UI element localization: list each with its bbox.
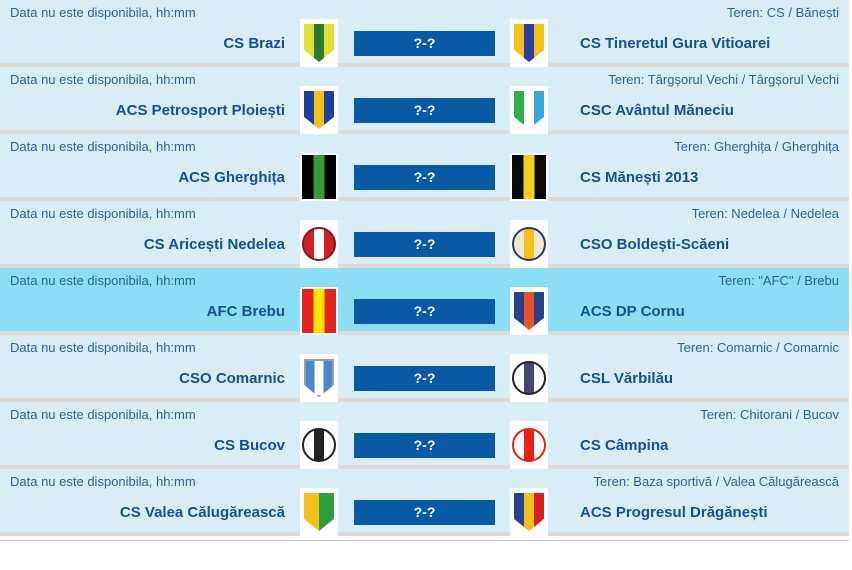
- home-team-name[interactable]: CS Bucov: [214, 436, 285, 454]
- match-line: CS Brazi ?-? CS Tineretul Gura Vitioarei: [0, 19, 849, 67]
- score-button[interactable]: ?-?: [354, 164, 495, 190]
- match-date-label: Data nu este disponibila, hh:mm: [10, 407, 196, 422]
- home-team-crest-icon[interactable]: [300, 153, 338, 201]
- score-button[interactable]: ?-?: [354, 298, 495, 324]
- score-button[interactable]: ?-?: [354, 231, 495, 257]
- match-meta: Data nu este disponibila, hh:mm Teren: C…: [0, 335, 849, 355]
- match-date-label: Data nu este disponibila, hh:mm: [10, 474, 196, 489]
- match-venue-label: Teren: Târgșorul Vechi / Târgșorul Vechi: [608, 72, 839, 87]
- match-venue-label: Teren: Comarnic / Comarnic: [677, 340, 839, 355]
- match-date-label: Data nu este disponibila, hh:mm: [10, 5, 196, 20]
- home-team-name[interactable]: CSO Comarnic: [179, 369, 285, 387]
- home-team-name[interactable]: CS Valea Călugărească: [119, 503, 285, 521]
- match-date-label: Data nu este disponibila, hh:mm: [10, 340, 196, 355]
- home-team-name[interactable]: ACS Petrosport Ploiești: [115, 101, 285, 119]
- away-team-crest-icon[interactable]: [510, 287, 548, 335]
- match-meta: Data nu este disponibila, hh:mm Teren: N…: [0, 201, 849, 221]
- away-team-crest-icon[interactable]: [510, 354, 548, 402]
- score-button[interactable]: ?-?: [354, 432, 495, 458]
- home-team-name[interactable]: CS Aricești Nedelea: [143, 235, 285, 253]
- match-row-highlighted: Data nu este disponibila, hh:mm Teren: "…: [0, 268, 849, 335]
- match-venue-label: Teren: CS / Bănești: [727, 5, 839, 20]
- match-venue-label: Teren: Gherghița / Gherghița: [674, 139, 839, 154]
- away-team-name[interactable]: CSO Boldești-Scăeni: [580, 235, 730, 253]
- score-button[interactable]: ?-?: [354, 499, 495, 525]
- match-line: CS Aricești Nedelea ?-? CSO Boldești-Scă…: [0, 220, 849, 268]
- match-row: Data nu este disponibila, hh:mm Teren: B…: [0, 469, 849, 536]
- away-team-name[interactable]: ACS Progresul Drăgănești: [580, 503, 768, 521]
- home-team-crest-icon[interactable]: [300, 354, 338, 402]
- match-venue-label: Teren: Nedelea / Nedelea: [691, 206, 839, 221]
- away-team-crest-icon[interactable]: [510, 153, 548, 201]
- home-team-name[interactable]: ACS Gherghița: [178, 168, 285, 186]
- match-row: Data nu este disponibila, hh:mm Teren: C…: [0, 0, 849, 67]
- match-date-label: Data nu este disponibila, hh:mm: [10, 273, 196, 288]
- score-button[interactable]: ?-?: [354, 97, 495, 123]
- away-team-name[interactable]: CS Mănești 2013: [580, 168, 699, 186]
- match-date-label: Data nu este disponibila, hh:mm: [10, 72, 196, 87]
- home-team-crest-icon[interactable]: [300, 488, 338, 536]
- match-meta: Data nu este disponibila, hh:mm Teren: C…: [0, 402, 849, 422]
- away-team-crest-icon[interactable]: [510, 19, 548, 67]
- away-team-name[interactable]: CS Tineretul Gura Vitioarei: [580, 34, 771, 52]
- away-team-crest-icon[interactable]: [510, 488, 548, 536]
- home-team-crest-icon[interactable]: [300, 86, 338, 134]
- away-team-name[interactable]: CSL Vărbilău: [580, 369, 674, 387]
- match-line: ACS Petrosport Ploiești ?-? CSC Avântul …: [0, 86, 849, 134]
- match-row: Data nu este disponibila, hh:mm Teren: T…: [0, 67, 849, 134]
- match-meta: Data nu este disponibila, hh:mm Teren: T…: [0, 67, 849, 87]
- match-line: AFC Brebu ?-? ACS DP Cornu: [0, 287, 849, 335]
- match-row: Data nu este disponibila, hh:mm Teren: C…: [0, 402, 849, 469]
- home-team-name[interactable]: AFC Brebu: [206, 302, 285, 320]
- home-team-crest-icon[interactable]: [300, 421, 338, 469]
- away-team-name[interactable]: ACS DP Cornu: [580, 302, 685, 320]
- match-line: CSO Comarnic ?-? CSL Vărbilău: [0, 354, 849, 402]
- home-team-crest-icon[interactable]: [300, 220, 338, 268]
- match-line: CS Valea Călugărească ?-? ACS Progresul …: [0, 488, 849, 536]
- score-button[interactable]: ?-?: [354, 30, 495, 56]
- home-team-crest-icon[interactable]: [300, 19, 338, 67]
- home-team-name[interactable]: CS Brazi: [223, 34, 285, 52]
- match-line: ACS Gherghița ?-? CS Mănești 2013: [0, 153, 849, 201]
- away-team-crest-icon[interactable]: [510, 220, 548, 268]
- match-venue-label: Teren: Chitorani / Bucov: [700, 407, 839, 422]
- match-venue-label: Teren: Baza sportivă / Valea Călugăreasc…: [593, 474, 839, 489]
- home-team-crest-icon[interactable]: [300, 287, 338, 335]
- fixtures-list: Data nu este disponibila, hh:mm Teren: C…: [0, 0, 849, 541]
- away-team-name[interactable]: CS Câmpina: [580, 436, 669, 454]
- away-team-name[interactable]: CSC Avântul Măneciu: [580, 101, 734, 119]
- score-button[interactable]: ?-?: [354, 365, 495, 391]
- match-date-label: Data nu este disponibila, hh:mm: [10, 139, 196, 154]
- match-meta: Data nu este disponibila, hh:mm Teren: "…: [0, 268, 849, 288]
- match-meta: Data nu este disponibila, hh:mm Teren: C…: [0, 0, 849, 20]
- bottom-divider: [0, 540, 849, 541]
- match-venue-label: Teren: "AFC" / Brebu: [718, 273, 840, 288]
- match-line: CS Bucov ?-? CS Câmpina: [0, 421, 849, 469]
- match-row: Data nu este disponibila, hh:mm Teren: G…: [0, 134, 849, 201]
- match-row: Data nu este disponibila, hh:mm Teren: N…: [0, 201, 849, 268]
- match-date-label: Data nu este disponibila, hh:mm: [10, 206, 196, 221]
- away-team-crest-icon[interactable]: [510, 86, 548, 134]
- match-meta: Data nu este disponibila, hh:mm Teren: G…: [0, 134, 849, 154]
- match-row: Data nu este disponibila, hh:mm Teren: C…: [0, 335, 849, 402]
- match-meta: Data nu este disponibila, hh:mm Teren: B…: [0, 469, 849, 489]
- away-team-crest-icon[interactable]: [510, 421, 548, 469]
